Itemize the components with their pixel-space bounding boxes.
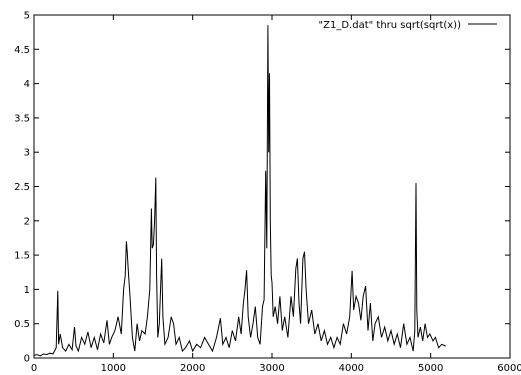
axis-tick-labels: 0 1000 2000 3000 4000 5000 6000 0 0.5 1 1.5 2 2.5 3 3.… bbox=[14, 11, 521, 375]
y-tick-label: 5 bbox=[24, 11, 30, 22]
x-tick-label: 6000 bbox=[497, 363, 521, 374]
axis-ticks bbox=[33, 14, 511, 359]
y-tick-label: 4.5 bbox=[14, 45, 30, 56]
x-tick-label: 4000 bbox=[339, 363, 364, 374]
series-line bbox=[33, 25, 446, 357]
x-tick-label: 5000 bbox=[418, 363, 443, 374]
legend: "Z1_D.dat" thru sqrt(sqrt(x)) bbox=[319, 20, 497, 31]
plot-frame bbox=[33, 14, 511, 359]
y-tick-label: 4 bbox=[24, 79, 30, 90]
y-tick-label: 3 bbox=[24, 148, 30, 159]
x-tick-label: 2000 bbox=[180, 363, 205, 374]
y-tick-label: 1.5 bbox=[14, 251, 30, 262]
y-tick-label: 0.5 bbox=[14, 319, 30, 330]
y-tick-label: 0 bbox=[24, 354, 30, 365]
y-tick-label: 2.5 bbox=[14, 182, 30, 193]
y-tick-label: 2 bbox=[24, 216, 30, 227]
y-tick-label: 1 bbox=[24, 285, 30, 296]
x-tick-label: 1000 bbox=[101, 363, 126, 374]
x-tick-label: 3000 bbox=[259, 363, 284, 374]
legend-label: "Z1_D.dat" thru sqrt(sqrt(x)) bbox=[319, 20, 462, 31]
y-tick-label: 3.5 bbox=[14, 113, 30, 124]
x-tick-label: 0 bbox=[31, 363, 37, 374]
